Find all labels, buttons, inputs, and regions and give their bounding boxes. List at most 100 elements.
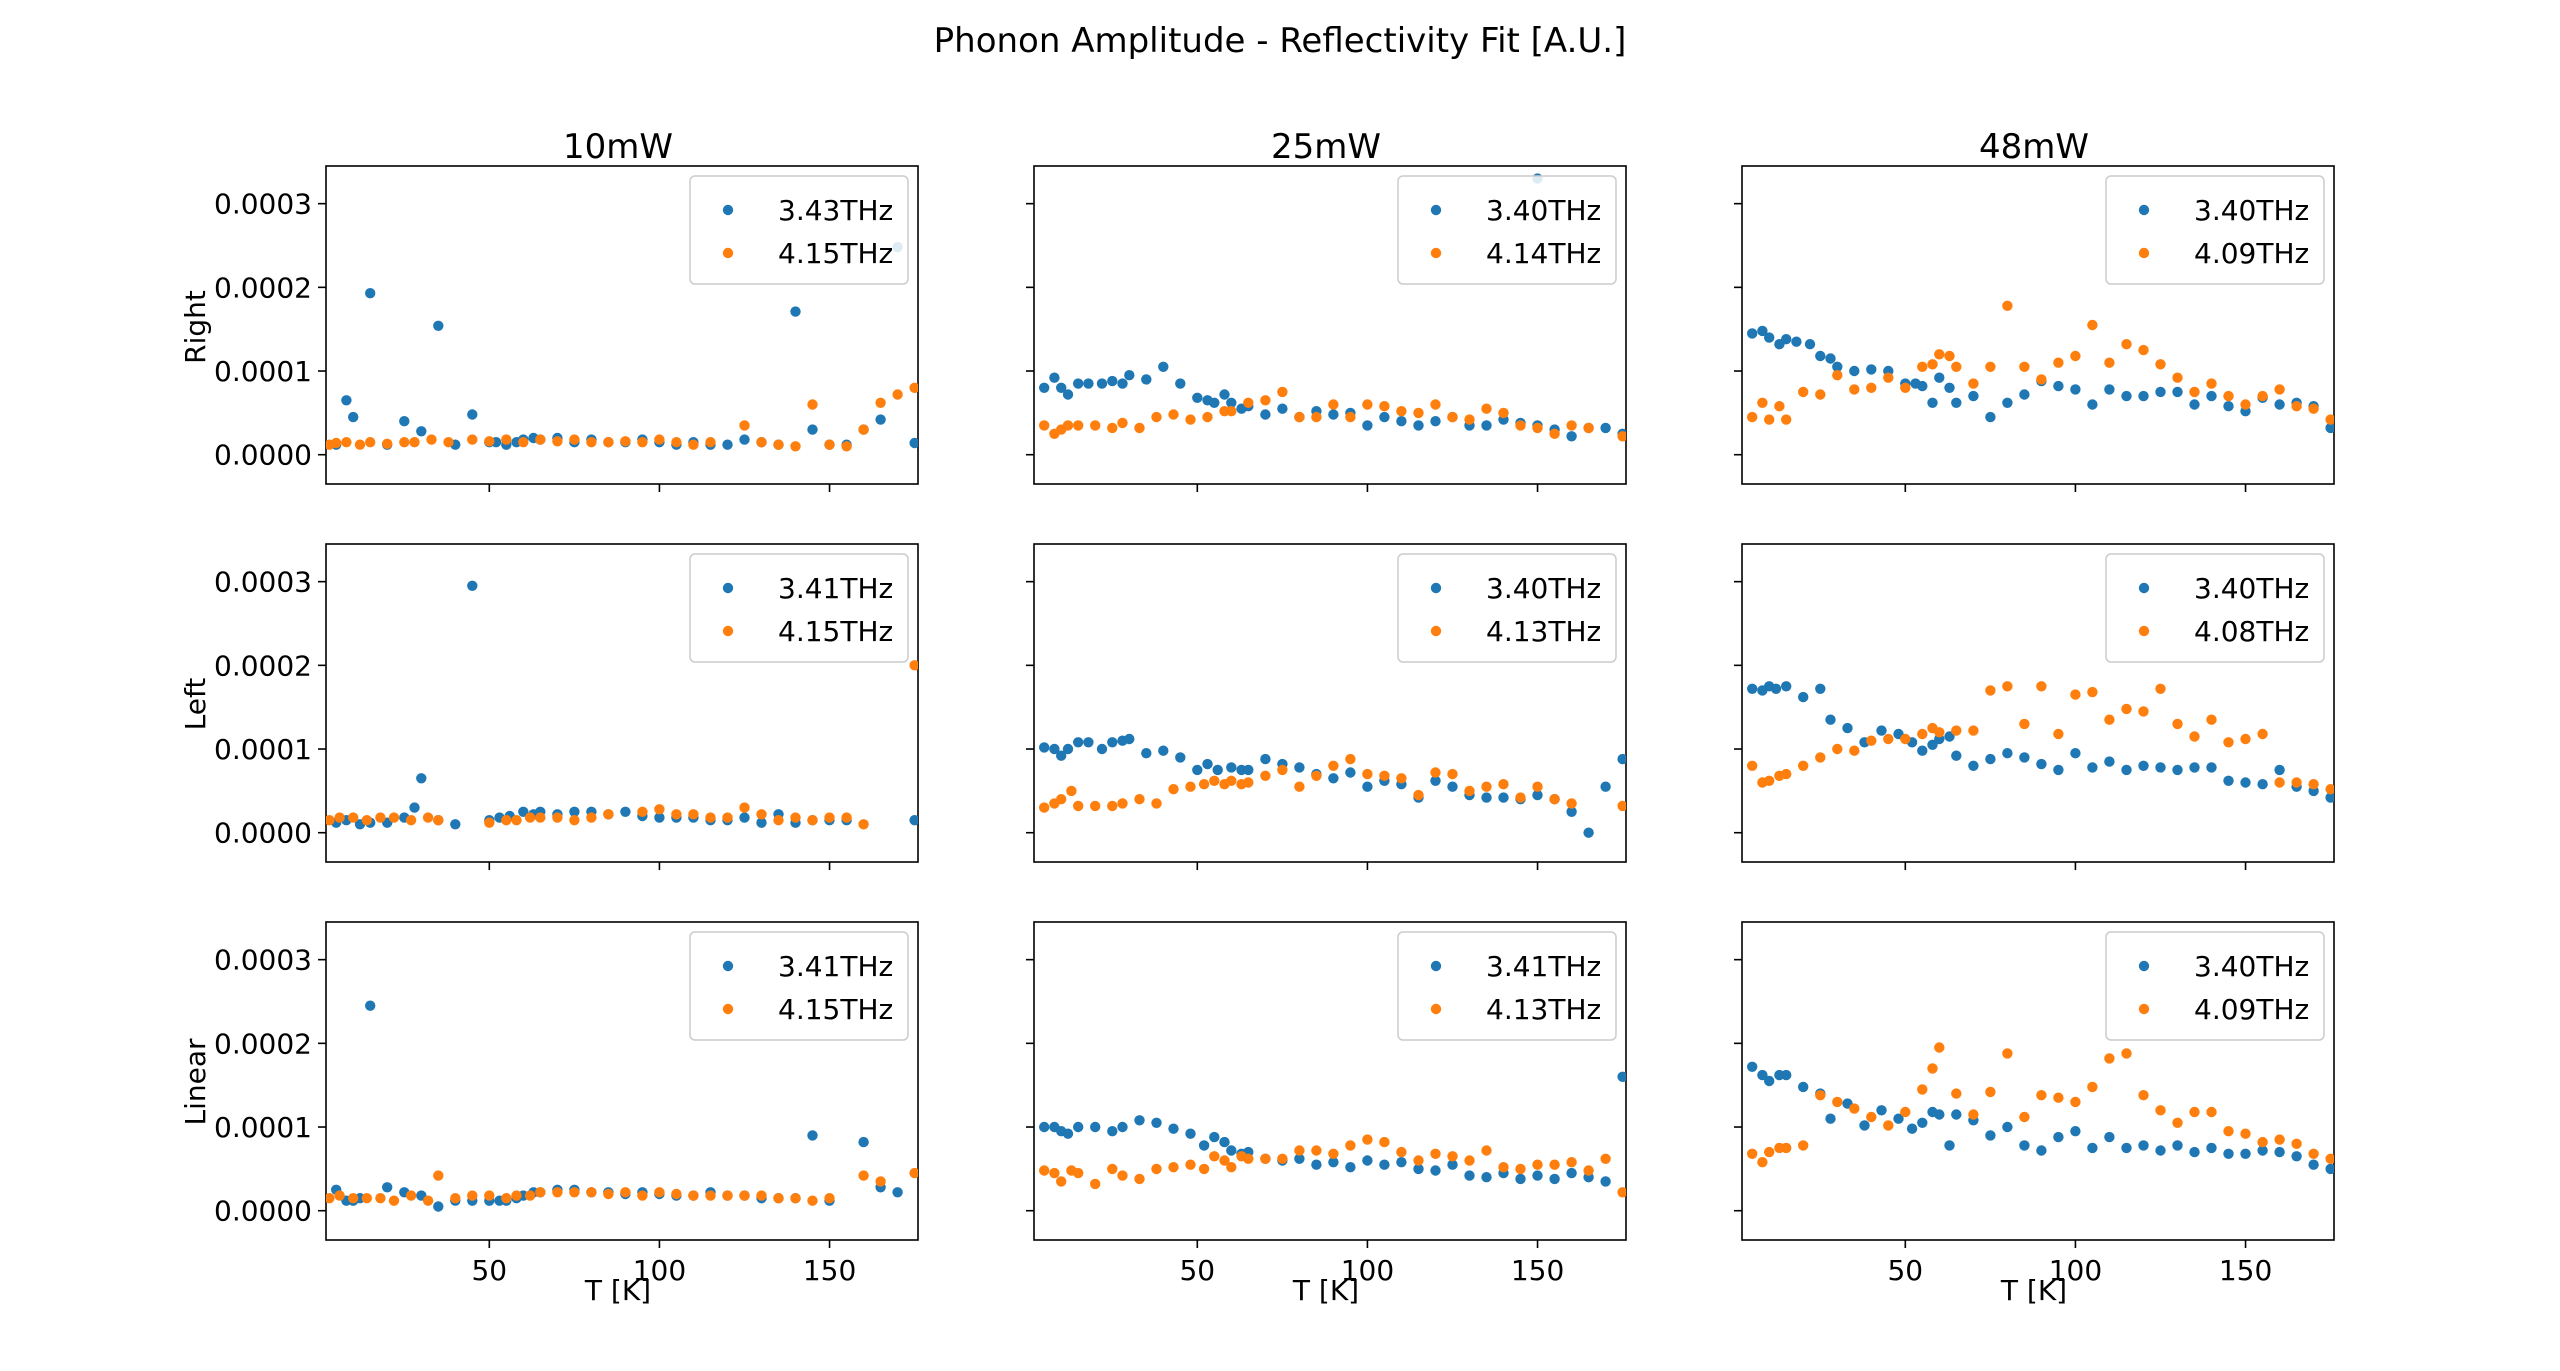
- data-point: [722, 1190, 733, 1201]
- data-point: [2206, 1142, 2217, 1154]
- data-point: [2138, 344, 2149, 356]
- data-point: [2189, 1106, 2200, 1118]
- y-tick-label: 0.0001: [214, 355, 312, 388]
- data-point: [586, 812, 597, 823]
- data-point: [773, 1193, 784, 1204]
- data-point: [2019, 718, 2030, 730]
- data-point: [1968, 1109, 1979, 1120]
- legend-marker: [2138, 960, 2150, 972]
- data-point: [1842, 722, 1853, 734]
- data-point: [1447, 411, 1458, 423]
- data-point: [1532, 781, 1543, 792]
- data-point: [2036, 374, 2047, 385]
- data-point: [382, 438, 393, 449]
- data-point: [1328, 760, 1339, 771]
- data-point: [1549, 1159, 1560, 1170]
- legend: 3.41THz 4.13THz: [1397, 931, 1617, 1041]
- data-point: [1985, 1086, 1996, 1098]
- legend-box: [689, 931, 909, 1041]
- data-point: [909, 382, 918, 393]
- data-point: [433, 320, 444, 331]
- data-point: [2155, 762, 2166, 773]
- data-point: [739, 434, 750, 445]
- data-point: [2257, 779, 2268, 790]
- data-point: [1498, 407, 1509, 419]
- data-point: [1781, 1069, 1792, 1081]
- data-point: [603, 437, 614, 448]
- data-point: [450, 1193, 461, 1204]
- legend: 3.40THz 4.14THz: [1397, 175, 1617, 285]
- legend: 3.40THz 4.08THz: [2105, 553, 2325, 663]
- data-point: [756, 817, 767, 828]
- data-point: [1107, 1163, 1118, 1175]
- y-tick-label: 0.0000: [214, 1195, 312, 1228]
- data-point: [1107, 375, 1118, 387]
- data-point: [1549, 428, 1560, 439]
- data-point: [2138, 706, 2149, 717]
- data-point: [1209, 397, 1220, 408]
- data-point: [1481, 1145, 1492, 1156]
- data-point: [552, 436, 563, 447]
- data-point: [552, 1187, 563, 1198]
- data-point: [1430, 767, 1441, 778]
- data-point: [1617, 1187, 1626, 1198]
- data-point: [1073, 420, 1084, 431]
- data-point: [1927, 739, 1938, 750]
- panel-linear-10mw: 0.0000 0.0001 0.0002 0.0003 50 100 150 3.41THz 4…: [214, 921, 919, 1287]
- data-point: [1049, 1167, 1060, 1179]
- data-point: [1883, 733, 1894, 745]
- data-point: [1849, 745, 1860, 756]
- data-point: [1934, 349, 1945, 360]
- data-point: [1944, 731, 1955, 742]
- data-point: [1917, 1117, 1928, 1129]
- data-point: [1617, 800, 1626, 812]
- data-point: [1481, 792, 1492, 803]
- data-point: [331, 437, 342, 449]
- data-point: [518, 806, 529, 817]
- data-point: [535, 812, 546, 823]
- data-point: [2206, 390, 2217, 402]
- panel-left-25mw: 3.40THz 4.13THz: [1026, 543, 1627, 870]
- data-point: [1900, 382, 1911, 393]
- data-point: [535, 1187, 546, 1198]
- column-title-48mw: 48mW: [1979, 127, 2089, 167]
- data-point: [654, 812, 665, 823]
- data-point: [1062, 389, 1074, 400]
- data-point: [552, 812, 563, 823]
- data-point: [1804, 339, 1816, 350]
- legend-box: [689, 175, 909, 285]
- data-point: [416, 426, 427, 437]
- data-point: [2172, 718, 2183, 730]
- data-point: [1096, 378, 1108, 389]
- data-point: [2036, 1090, 2047, 1101]
- data-point: [722, 439, 733, 450]
- data-point: [2087, 686, 2098, 698]
- data-point: [1859, 1120, 1870, 1131]
- data-point: [909, 660, 918, 671]
- data-point: [1747, 760, 1758, 771]
- data-point: [2155, 359, 2166, 370]
- data-point: [1876, 725, 1887, 736]
- legend-label: 4.15THz: [778, 993, 893, 1026]
- figure-title: Phonon Amplitude - Reflectivity Fit [A.U…: [934, 21, 1627, 61]
- data-point: [1934, 372, 1945, 383]
- data-point: [1900, 1106, 1911, 1118]
- data-point: [1944, 350, 1955, 362]
- legend-box: [1397, 553, 1617, 663]
- data-point: [1277, 403, 1288, 414]
- data-point: [1107, 422, 1118, 434]
- legend-label: 4.13THz: [1486, 615, 1601, 648]
- data-point: [671, 1188, 682, 1200]
- data-point: [1447, 781, 1458, 792]
- data-point: [1192, 392, 1203, 403]
- data-point: [1600, 781, 1611, 792]
- data-point: [1747, 1061, 1758, 1073]
- data-point: [1566, 420, 1577, 431]
- data-point: [858, 424, 869, 435]
- data-point: [1430, 775, 1441, 786]
- data-point: [1600, 1153, 1611, 1165]
- data-point: [1825, 1113, 1836, 1124]
- data-point: [1345, 1140, 1356, 1151]
- y-tick-label: 0.0003: [214, 566, 312, 599]
- column-title-10mw: 10mW: [563, 127, 673, 167]
